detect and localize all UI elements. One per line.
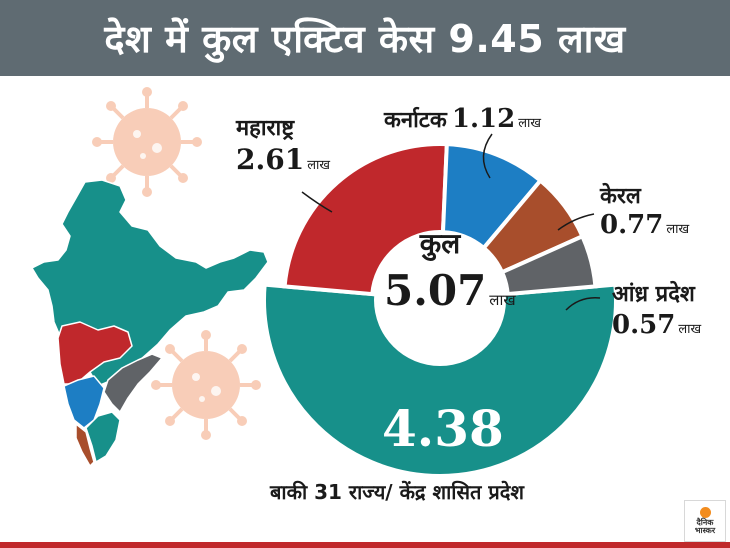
label-karnataka-unit: लाख bbox=[518, 116, 542, 131]
label-maharashtra-unit: लाख bbox=[307, 158, 331, 173]
center-total: कुल bbox=[380, 230, 500, 258]
slice-maharashtra bbox=[282, 142, 449, 297]
rest-label: बाकी 31 राज्य/ केंद्र शासित प्रदेश bbox=[270, 480, 524, 504]
label-andhra-name: आंध्र प्रदेश bbox=[612, 282, 695, 307]
map-karnataka bbox=[63, 375, 105, 429]
leader-line-karnataka bbox=[482, 133, 493, 179]
center-total-value: 5.07 लाख bbox=[384, 270, 516, 312]
virus-icon bbox=[92, 87, 202, 197]
rest-value: 4.38 bbox=[382, 399, 504, 458]
leader-line-andhra bbox=[565, 297, 601, 311]
label-kerala: केरल 0.77 लाख bbox=[600, 184, 690, 240]
donut-center-hole bbox=[374, 234, 506, 366]
label-maharashtra-value: 2.61 bbox=[236, 143, 305, 176]
logo-line1: दैनिक bbox=[696, 517, 714, 527]
donut-chart bbox=[262, 142, 618, 478]
label-karnataka-value: 1.12 bbox=[451, 104, 516, 134]
slice-rest bbox=[262, 282, 618, 478]
virus-icon bbox=[151, 330, 261, 440]
label-maharashtra-name: महाराष्ट्र bbox=[236, 116, 295, 141]
chart-title: देश में कुल एक्टिव केस 9.45 लाख bbox=[0, 0, 730, 76]
label-andhra: आंध्र प्रदेश 0.57 लाख bbox=[612, 282, 702, 340]
india-map bbox=[31, 179, 269, 467]
leader-line-maharashtra bbox=[301, 191, 333, 213]
map-maharashtra bbox=[57, 321, 133, 385]
label-andhra-value: 0.57 bbox=[612, 310, 676, 340]
dainik-bhaskar-logo: दैनिक भास्कर bbox=[684, 500, 726, 542]
leader-lines bbox=[301, 133, 601, 311]
slice-andhra bbox=[499, 233, 598, 297]
label-kerala-name: केरल bbox=[600, 184, 641, 209]
label-kerala-unit: लाख bbox=[666, 222, 690, 237]
logo-line2: भास्कर bbox=[694, 526, 716, 535]
center-value: 5.07 bbox=[384, 266, 487, 315]
label-karnataka-name: कर्नाटक bbox=[384, 108, 447, 133]
label-andhra-unit: लाख bbox=[678, 322, 702, 337]
leader-line-kerala bbox=[557, 213, 595, 231]
label-karnataka: कर्नाटक 1.12 लाख bbox=[384, 106, 541, 132]
center-label: कुल bbox=[419, 227, 461, 260]
bottom-accent-bar bbox=[0, 542, 730, 548]
map-tamilnadu bbox=[85, 411, 121, 463]
map-kerala bbox=[75, 423, 95, 467]
center-unit: लाख bbox=[489, 291, 516, 309]
label-kerala-value: 0.77 bbox=[600, 210, 664, 240]
map-andhra bbox=[103, 353, 163, 413]
label-maharashtra: महाराष्ट्र 2.61 लाख bbox=[236, 118, 330, 174]
logo-sun-icon bbox=[699, 506, 711, 518]
